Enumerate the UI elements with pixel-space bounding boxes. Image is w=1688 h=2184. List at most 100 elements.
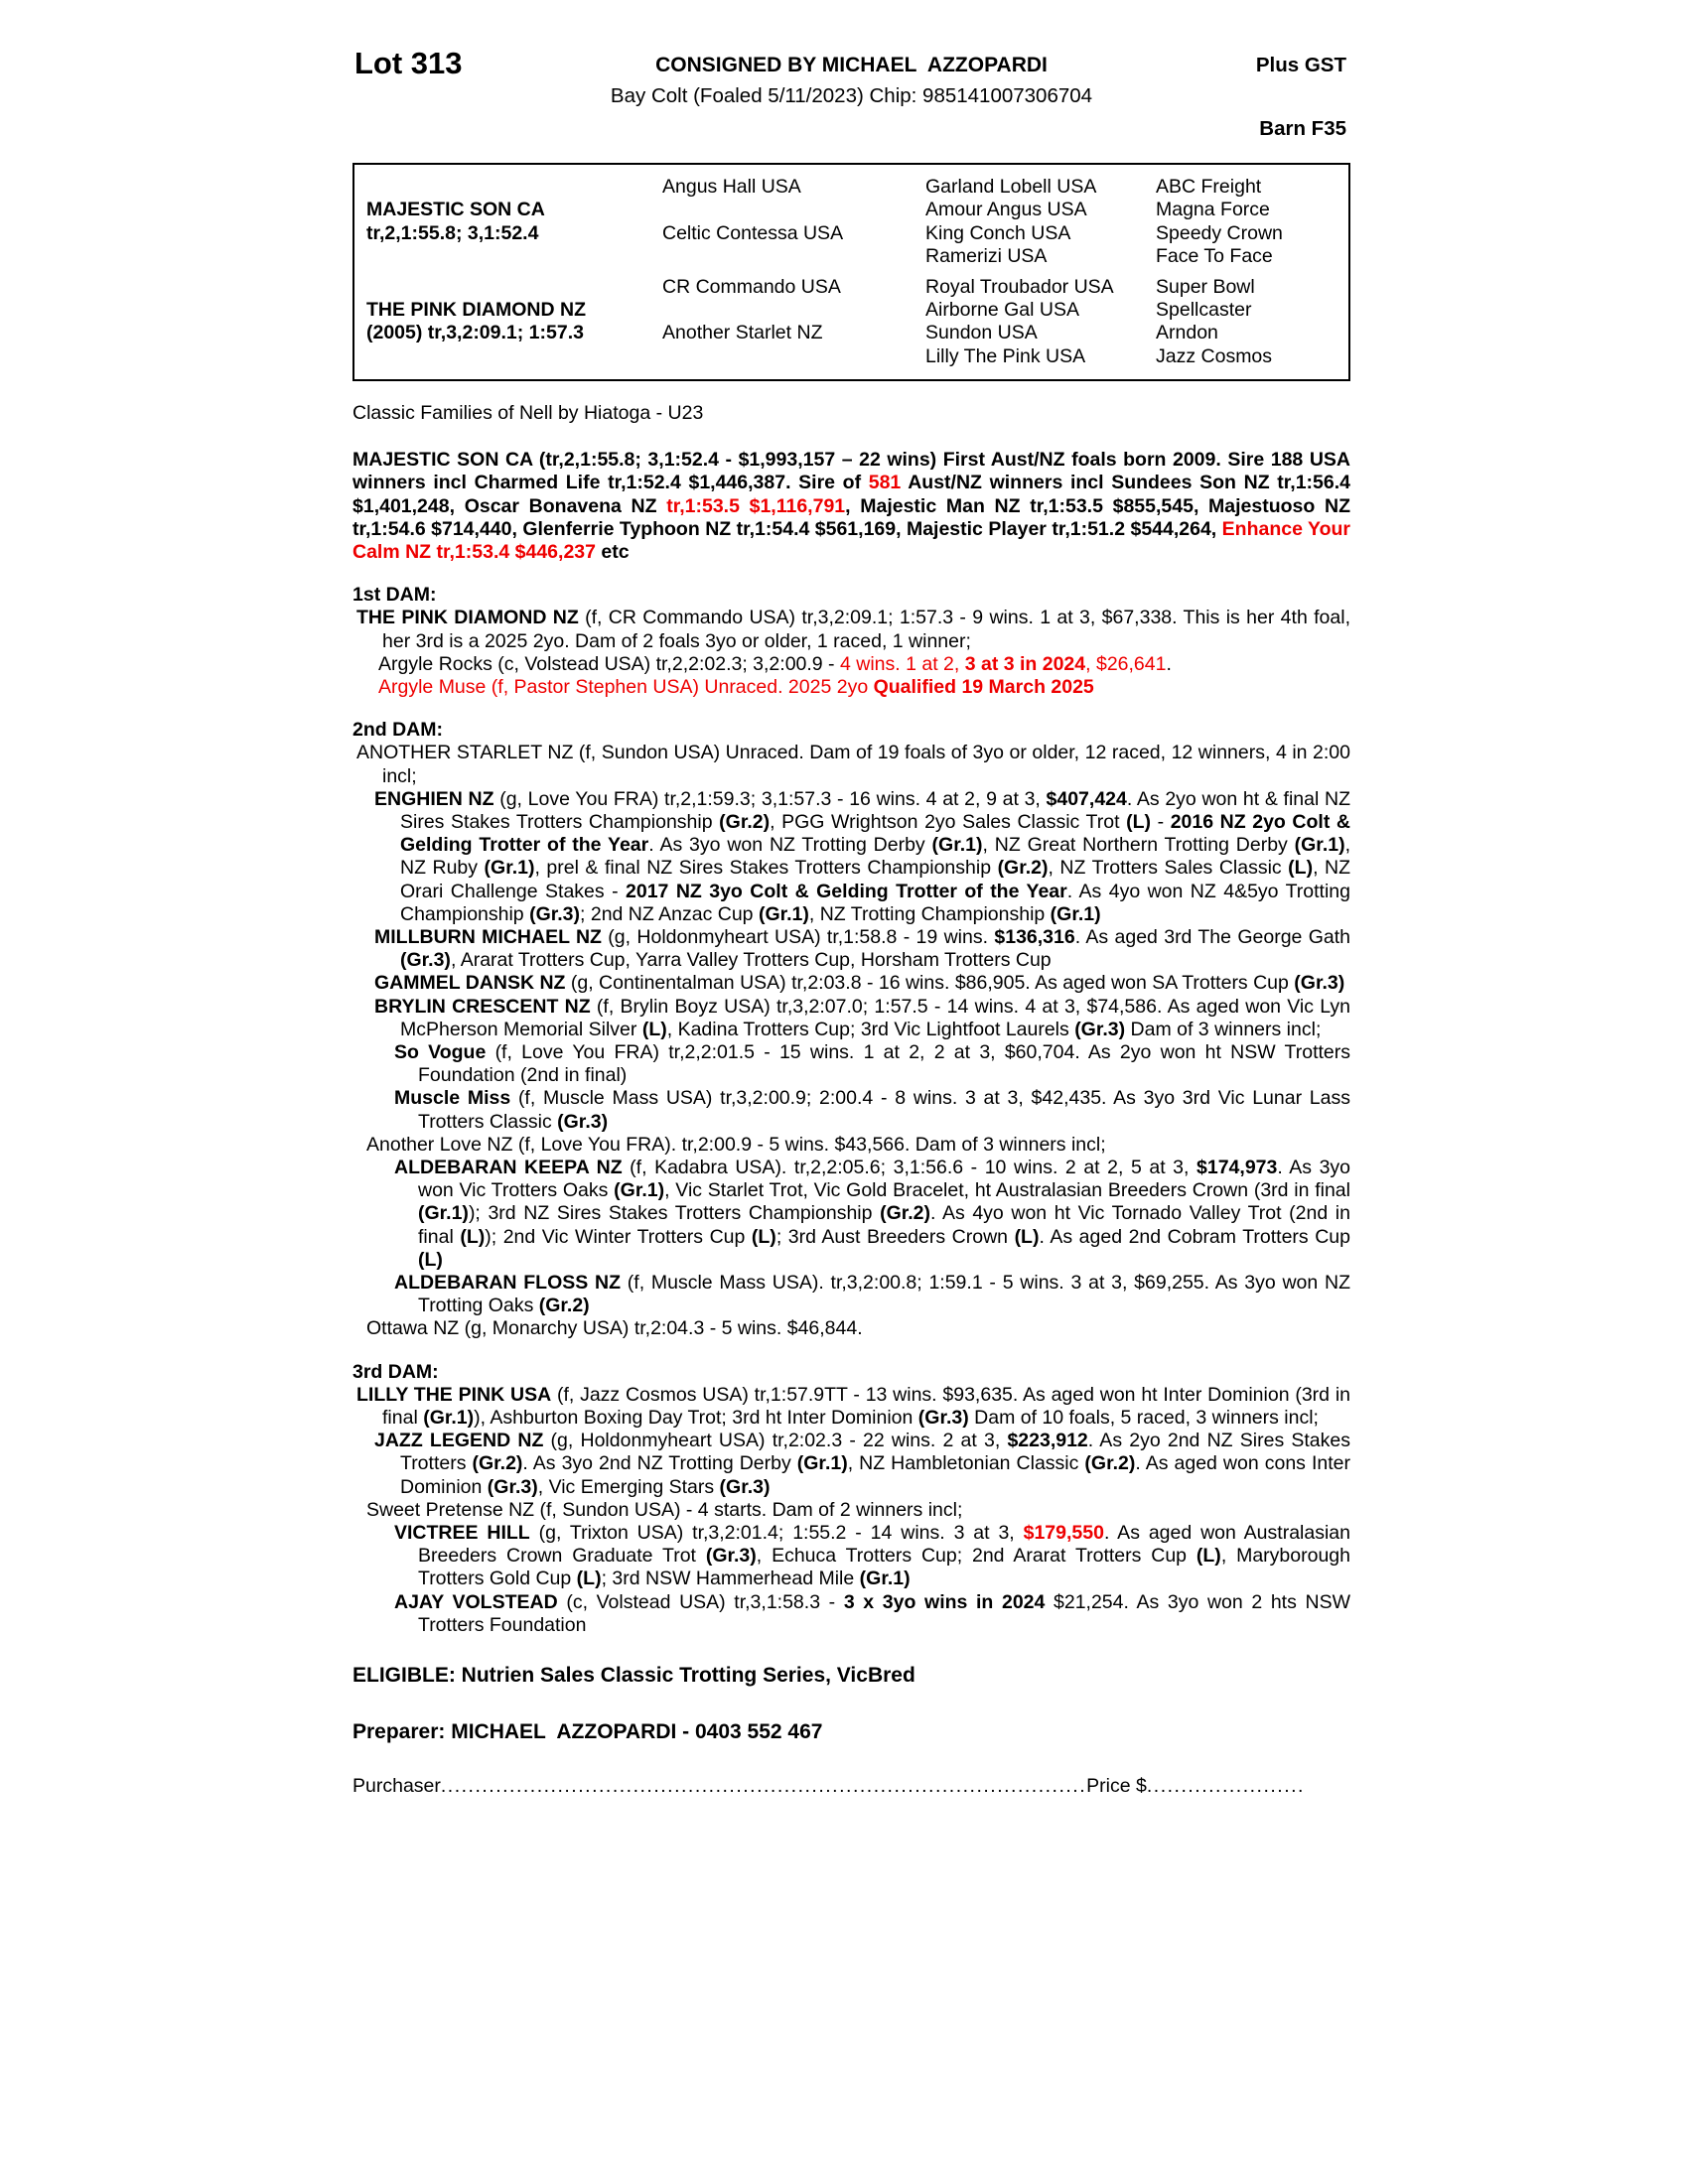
entry-text: , Vic Emerging Stars [537, 1475, 720, 1498]
pedigree-ancestor: Celtic Contessa USA [662, 221, 844, 244]
entry-text: , NZ Trotters Sales Classic [1048, 857, 1289, 880]
pedigree-ancestor: Magna Force [1156, 199, 1270, 221]
horse-name: MILLBURN MICHAEL NZ [374, 925, 602, 948]
pedigree-ancestor: Speedy Crown [1156, 221, 1283, 244]
entry-text: . As aged 2nd Cobram Trotters Cup [1039, 1225, 1350, 1248]
eligibility-line: ELIGIBLE: Nutrien Sales Classic Trotting… [352, 1664, 915, 1688]
first-dam-section: 1st DAM: THE PINK DIAMOND NZ (f, CR Comm… [352, 584, 1350, 699]
entry-text: ANOTHER STARLET NZ (f, Sundon USA) Unrac… [356, 742, 1350, 787]
sire-name: MAJESTIC SON CA [366, 199, 545, 221]
grade-label: (Gr.2) [719, 810, 771, 833]
entry-text: Sweet Pretense NZ (f, Sundon USA) - 4 st… [366, 1498, 963, 1521]
earnings: $223,912 [1007, 1430, 1088, 1452]
entry-text: , NZ Ruby [400, 834, 1350, 880]
horse-entry-aldebaran-keepa: ALDEBARAN KEEPA NZ (f, Kadabra USA). tr,… [352, 1157, 1350, 1272]
grade-label: (L) [460, 1225, 486, 1248]
grade-label: (Gr.2) [538, 1295, 590, 1317]
pedigree-ancestor: King Conch USA [925, 221, 1071, 244]
pedigree-ancestor: Sundon USA [925, 322, 1038, 344]
family-line: Classic Families of Nell by Hiatoga - U2… [352, 402, 704, 425]
grade-label: (Gr.1) [758, 902, 809, 925]
section-heading: 3rd DAM: [352, 1360, 439, 1383]
page-content: Lot 313 CONSIGNED BY MICHAEL AZZOPARDI B… [352, 46, 1351, 1798]
highlight-text: 581 [868, 472, 902, 494]
horse-name: ENGHIEN NZ [374, 787, 494, 810]
horse-entry-so-vogue: So Vogue (f, Love You FRA) tr,2,2:01.5 -… [352, 1041, 1350, 1087]
pedigree-ancestor: Arndon [1156, 322, 1218, 344]
horse-name: BRYLIN CRESCENT NZ [374, 995, 591, 1018]
entry-text: . As 2yo won ht & final NZ Sires Stakes … [400, 787, 1350, 833]
horse-entry-ajay-volstead: AJAY VOLSTEAD (c, Volstead USA) tr,3,1:5… [352, 1591, 1350, 1637]
earnings: $174,973 [1196, 1157, 1278, 1179]
grade-label: (Gr.1) [614, 1179, 665, 1202]
third-dam-section: 3rd DAM: LILLY THE PINK USA (f, Jazz Cos… [352, 1361, 1350, 1637]
pedigree-table: MAJESTIC SON CA tr,2,1:55.8; 3,1:52.4 An… [352, 163, 1350, 382]
entry-text: ); 3rd NZ Sires Stakes Trotters Champion… [468, 1202, 881, 1225]
horse-entry-sweet-pretense: Sweet Pretense NZ (f, Sundon USA) - 4 st… [352, 1499, 1350, 1522]
highlight-text: 4 wins. 1 at 2, [839, 652, 965, 675]
entry-text: (g, Continentalman USA) tr,2:03.8 - 16 w… [565, 972, 1295, 995]
entry-text: ; 2nd NZ Anzac Cup [580, 902, 759, 925]
price-fill-line: ........................................… [1146, 1775, 1306, 1798]
horse-entry-jazz-legend: JAZZ LEGEND NZ (g, Holdonmyheart USA) tr… [352, 1430, 1350, 1499]
entry-text: Another Love NZ (f, Love You FRA). tr,2:… [366, 1133, 1106, 1156]
entry-text: ; 3rd NSW Hammerhead Mile [601, 1568, 860, 1590]
horse-entry-another-starlet: ANOTHER STARLET NZ (f, Sundon USA) Unrac… [352, 742, 1350, 787]
purchaser-price-line: Purchaser...............................… [352, 1775, 1306, 1798]
grade-label: (Gr.1) [418, 1202, 469, 1225]
section-heading: 1st DAM: [352, 584, 437, 607]
horse-name: THE PINK DIAMOND NZ [356, 607, 579, 629]
entry-text: , prel & final NZ Sires Stakes Trotters … [534, 857, 998, 880]
pedigree-ancestor: Royal Troubador USA [925, 275, 1114, 298]
grade-label: (Gr.3) [1294, 972, 1345, 995]
horse-name: Muscle Miss [394, 1087, 511, 1110]
grade-label: (Gr.1) [1050, 902, 1101, 925]
section-heading: 2nd DAM: [352, 719, 443, 742]
grade-label: (L) [576, 1568, 602, 1590]
horse-entry-brylin-crescent: BRYLIN CRESCENT NZ (f, Brylin Boyz USA) … [352, 996, 1350, 1041]
grade-label: (L) [1196, 1545, 1221, 1568]
entry-text: Aust/NZ winners incl Sundees Son NZ tr,1… [352, 472, 1350, 517]
horse-entry-argyle-rocks: Argyle Rocks (c, Volstead USA) tr,2,2:02… [352, 653, 1350, 676]
horse-entry-the-pink-diamond: THE PINK DIAMOND NZ (f, CR Commando USA)… [352, 607, 1350, 652]
horse-entry-muscle-miss: Muscle Miss (f, Muscle Mass USA) tr,3,2:… [352, 1087, 1350, 1133]
horse-entry-millburn-michael: MILLBURN MICHAEL NZ (g, Holdonmyheart US… [352, 926, 1350, 972]
horse-entry-another-love: Another Love NZ (f, Love You FRA). tr,2:… [352, 1134, 1350, 1157]
price-label: Price $ [1086, 1775, 1147, 1798]
grade-label: (Gr.1) [796, 1452, 848, 1475]
earnings: $136,316 [994, 925, 1075, 948]
entry-text: MAJESTIC SON CA (tr,2,1:55.8; 3,1:52.4 -… [352, 449, 1350, 494]
page-header: Lot 313 CONSIGNED BY MICHAEL AZZOPARDI B… [352, 46, 1350, 163]
dam-record: (2005) tr,3,2:09.1; 1:57.3 [366, 322, 584, 344]
barn-label: Barn F35 [1259, 117, 1346, 140]
grade-label: (Gr.2) [1084, 1452, 1136, 1475]
grade-label: (Gr.2) [880, 1202, 931, 1225]
entry-text: , Maryborough Trotters Gold Cup [418, 1545, 1350, 1590]
pedigree-ancestor: Super Bowl [1156, 275, 1255, 298]
entry-text: Dam of 10 foals, 5 raced, 3 winners incl… [968, 1407, 1319, 1430]
entry-text: (c, Volstead USA) tr,3,1:58.3 - [557, 1590, 844, 1613]
horse-name: GAMMEL DANSK NZ [374, 972, 566, 995]
entry-text: (g, Trixton USA) tr,3,2:01.4; 1:55.2 - 1… [529, 1522, 1024, 1545]
entry-text: $21,254. As 3yo won 2 hts NSW Trotters F… [418, 1590, 1350, 1636]
horse-name: ALDEBARAN FLOSS NZ [394, 1272, 622, 1295]
entry-text: (f, Brylin Boyz USA) tr,3,2:07.0; 1:57.5… [400, 995, 1350, 1040]
pedigree-ancestor: Angus Hall USA [662, 176, 801, 198]
foal-description: Bay Colt (Foaled 5/11/2023) Chip: 985141… [610, 84, 1093, 107]
pedigree-ancestor: Amour Angus USA [925, 199, 1087, 221]
grade-label: (L) [418, 1248, 443, 1271]
entry-text: (g, Love You FRA) tr,2,1:59.3; 3,1:57.3 … [493, 787, 1047, 810]
grade-label: (Gr.3) [557, 1110, 609, 1133]
emphasis-text: 2016 NZ 2yo Colt & Gelding Trotter of th… [400, 810, 1351, 857]
entry-text: , Vic Starlet Trot, Vic Gold Bracelet, h… [664, 1179, 1350, 1202]
grade-label: (L) [1126, 810, 1151, 833]
entry-text: . As 3yo 2nd NZ Trotting Derby [522, 1452, 797, 1475]
horse-name: LILLY THE PINK USA [356, 1383, 552, 1406]
pedigree-ancestor: Ramerizi USA [925, 245, 1048, 268]
entry-text: ); 2nd Vic Winter Trotters Cup [485, 1225, 752, 1248]
entry-text: , Kadina Trotters Cup; 3rd Vic Lightfoot… [666, 1018, 1075, 1040]
entry-text: (f, Muscle Mass USA) tr,3,2:00.9; 2:00.4… [418, 1087, 1350, 1133]
pedigree-ancestor: Spellcaster [1156, 298, 1252, 321]
entry-text: ; 3rd Aust Breeders Crown [775, 1225, 1015, 1248]
